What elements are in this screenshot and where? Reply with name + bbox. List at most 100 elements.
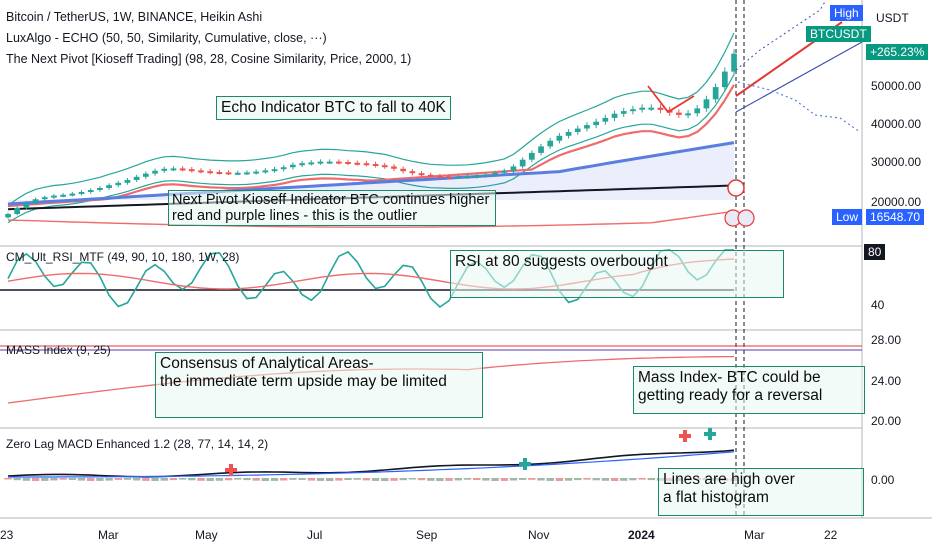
note-macd[interactable]: Lines are high over a flat histogram xyxy=(658,468,864,516)
macd-cross-marker-green-1-h xyxy=(519,462,531,466)
macd-histogram-bar xyxy=(261,478,269,481)
high-tag: High xyxy=(830,5,863,21)
candle-body xyxy=(473,175,480,178)
note-mass[interactable]: Mass Index- BTC could be getting ready f… xyxy=(633,366,865,414)
macd-histogram-bar xyxy=(4,478,12,480)
candle-body xyxy=(556,135,563,141)
candle-body xyxy=(529,152,535,160)
macd-histogram-bar xyxy=(436,478,444,481)
candle-body xyxy=(400,168,406,172)
macd-histogram-bar xyxy=(68,478,77,480)
candle-body xyxy=(391,166,397,169)
macd-histogram-bar xyxy=(160,478,168,481)
note-next-pivot-line2: red and purple lines - this is the outli… xyxy=(172,208,418,224)
time-tick-jul: Jul xyxy=(307,528,323,542)
candle-body xyxy=(381,165,388,168)
time-tick-may: May xyxy=(195,528,218,542)
candle-body xyxy=(280,167,287,170)
main-title-legend[interactable]: Bitcoin / TetherUS, 1W, BINANCE, Heikin … xyxy=(6,10,263,24)
macd-histogram-bar xyxy=(620,478,628,481)
rsi-pane-label[interactable]: CM_Ult_RSI_MTF (49, 90, 10, 180, 1W, 28) xyxy=(6,250,240,264)
candle-body xyxy=(60,194,66,197)
macd-histogram-bar xyxy=(252,478,260,481)
candle-body xyxy=(23,202,30,208)
macd-histogram-bar xyxy=(528,478,536,480)
candle-body xyxy=(234,172,241,175)
candle-body xyxy=(648,107,655,110)
macd-histogram-bar xyxy=(445,478,453,481)
macd-histogram-bar xyxy=(629,478,637,481)
macd-histogram-bar xyxy=(509,478,518,481)
macd-histogram-bar xyxy=(555,478,564,481)
candle-body xyxy=(639,107,645,110)
macd-histogram-bar xyxy=(463,478,472,480)
ema-band-fill xyxy=(8,142,734,204)
macd-histogram-bar xyxy=(592,478,600,481)
candle-body xyxy=(198,170,204,173)
candle-body xyxy=(712,87,719,100)
macd-pane-label[interactable]: Zero Lag MACD Enhanced 1.2 (28, 77, 14, … xyxy=(6,437,269,451)
currency-selector[interactable]: USDT xyxy=(876,11,909,25)
candle-body xyxy=(464,176,471,179)
macd-histogram-bar xyxy=(142,478,150,481)
note-consensus[interactable]: Consensus of Analytical Areas- the immed… xyxy=(155,352,483,418)
candle-body xyxy=(538,146,544,153)
macd-histogram-bar xyxy=(537,478,545,481)
macd-histogram-bar xyxy=(638,478,646,480)
candle-body xyxy=(345,162,351,164)
next-pivot-legend[interactable]: The Next Pivot [Kioseff Trading] (98, 28… xyxy=(6,52,412,66)
candle-body xyxy=(271,169,278,172)
candle-body xyxy=(694,108,701,114)
candle-body xyxy=(317,161,324,164)
candle-body xyxy=(143,173,149,177)
macd-histogram-bar xyxy=(335,478,343,481)
candle-body xyxy=(501,170,508,173)
note-echo[interactable]: Echo Indicator BTC to fall to 40K xyxy=(216,96,451,120)
macd-histogram-bar xyxy=(482,478,490,481)
macd-histogram-bar xyxy=(344,478,352,480)
macd-cross-marker-green-2-h xyxy=(704,432,716,436)
candle-body xyxy=(685,113,691,116)
upper-echo-projection xyxy=(735,0,827,71)
candle-body xyxy=(179,168,186,171)
macd-histogram-bar xyxy=(22,478,31,481)
time-tick-23: 23 xyxy=(0,528,14,542)
note-next-pivot[interactable]: Next Pivot Kioseff Indicator BTC continu… xyxy=(168,190,496,226)
macd-histogram-bar xyxy=(87,478,95,481)
lower-envelope-line xyxy=(7,74,735,224)
note-consensus-line2: the immediate term upside may be limited xyxy=(160,373,447,390)
candle-body xyxy=(152,170,158,174)
mass-tick-24: 24.00 xyxy=(871,374,902,388)
macd-histogram-bar xyxy=(417,478,426,481)
rsi-tick-80: 80 xyxy=(864,244,886,260)
macd-histogram-bar xyxy=(500,478,508,481)
low-value: 16548.70 xyxy=(866,209,925,225)
macd-histogram-bar xyxy=(105,478,113,481)
candle-body xyxy=(409,171,416,174)
candle-body xyxy=(446,176,452,179)
candle-body xyxy=(41,197,48,200)
candle-body xyxy=(5,214,11,218)
blue-ema-line xyxy=(7,141,735,206)
mass-pane-label[interactable]: MASS Index (9, 25) xyxy=(6,343,111,357)
macd-histogram-bar xyxy=(519,478,527,480)
event-icon-flash xyxy=(727,179,745,197)
echo-indicator-legend[interactable]: LuxAlgo - ECHO (50, 50, Similarity, Cumu… xyxy=(6,31,327,45)
mass-tick-28: 28.00 xyxy=(871,333,902,347)
macd-histogram-bar xyxy=(427,478,435,481)
macd-histogram-bar xyxy=(473,478,481,480)
macd-cross-marker-red-2-h xyxy=(679,434,691,438)
price-tick-20000: 20000.00 xyxy=(871,195,922,209)
candle-body xyxy=(253,171,259,174)
candle-body xyxy=(124,180,131,183)
macd-histogram-bar xyxy=(197,478,205,481)
macd-histogram-bar xyxy=(114,478,122,480)
note-rsi[interactable]: RSI at 80 suggests overbought xyxy=(450,250,784,298)
macd-histogram-bar xyxy=(583,478,591,480)
macd-histogram-bar xyxy=(289,478,297,480)
candle-body xyxy=(290,164,296,168)
price-tick-30000: 30000.00 xyxy=(871,155,922,169)
candle-body xyxy=(676,112,682,115)
candle-body xyxy=(565,132,572,136)
